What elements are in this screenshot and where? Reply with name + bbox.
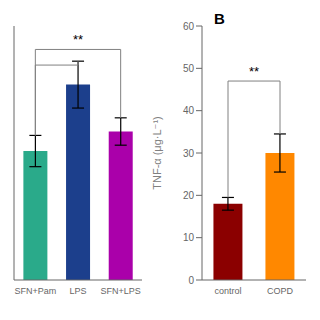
- svg-text:10: 10: [183, 232, 195, 243]
- svg-text:COPD: COPD: [267, 286, 294, 296]
- html-text:B: B: [214, 10, 225, 27]
- svg-text:30: 30: [183, 148, 195, 159]
- svg-text:20: 20: [183, 190, 195, 201]
- svg-text:LPS: LPS: [69, 286, 86, 296]
- svg-text:60: 60: [183, 21, 195, 32]
- svg-text:40: 40: [183, 105, 195, 116]
- svg-text:50: 50: [183, 63, 195, 74]
- svg-text:control: control: [214, 286, 241, 296]
- svg-text:**: **: [249, 64, 259, 79]
- svg-text:TNF-α (μg·L⁻¹): TNF-α (μg·L⁻¹): [151, 116, 163, 190]
- svg-text:SFN+LPS: SFN+LPS: [101, 286, 141, 296]
- svg-text:0: 0: [188, 275, 194, 286]
- svg-text:**: **: [73, 32, 83, 47]
- svg-text:SFN+Pam: SFN+Pam: [14, 286, 56, 296]
